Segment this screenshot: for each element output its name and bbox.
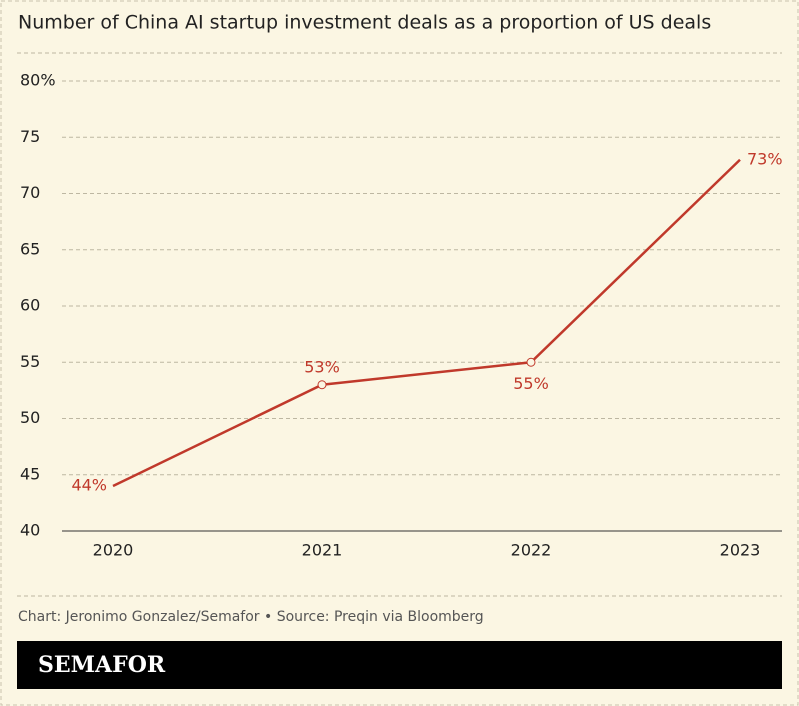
- y-tick-label: 75: [20, 127, 40, 146]
- value-label: 55%: [513, 374, 549, 393]
- y-tick-label: 65: [20, 239, 40, 258]
- brand: SEMAFOR: [38, 652, 166, 678]
- x-tick-label: 2022: [511, 541, 552, 560]
- marker: [526, 357, 536, 367]
- y-tick-label: 50: [20, 408, 40, 427]
- y-tick-label: 60: [20, 296, 40, 315]
- y-tick-label: 80%: [20, 71, 56, 90]
- value-label: 73%: [747, 149, 783, 168]
- x-tick-label: 2021: [302, 541, 343, 560]
- marker: [317, 380, 327, 390]
- line: [112, 158, 741, 488]
- y-tick-label: 70: [20, 183, 40, 202]
- y-tick-label: 55: [20, 352, 40, 371]
- value-label: 53%: [304, 357, 340, 376]
- y-tick-label: 40: [20, 521, 40, 540]
- brand-bar: [17, 641, 782, 689]
- value-label: 44%: [71, 476, 107, 495]
- chart-title: Number of China AI startup investment de…: [18, 12, 711, 34]
- y-tick-label: 45: [20, 464, 40, 483]
- x-tick-label: 2023: [720, 541, 761, 560]
- x-tick-label: 2020: [93, 541, 134, 560]
- source: Chart: Jeronimo Gonzalez/Semafor • Sourc…: [18, 609, 484, 625]
